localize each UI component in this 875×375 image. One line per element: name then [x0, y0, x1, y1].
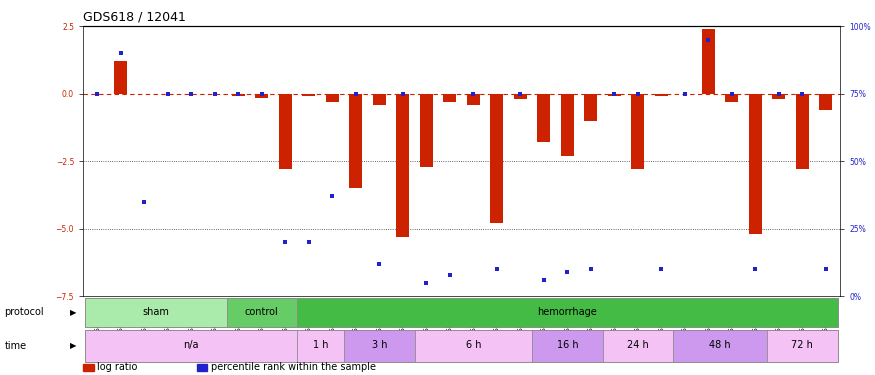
Bar [749, 94, 762, 234]
Bar [86, 298, 227, 327]
Point [678, 91, 692, 97]
Point [795, 91, 809, 97]
Point [584, 266, 598, 272]
Point [349, 91, 363, 97]
Bar [673, 330, 767, 362]
Point [466, 91, 480, 97]
Point [302, 239, 316, 245]
Bar [608, 94, 620, 96]
Bar [326, 94, 339, 102]
Point [654, 266, 668, 272]
Text: GDS618 / 12041: GDS618 / 12041 [83, 11, 186, 24]
Text: time: time [4, 341, 26, 351]
Bar [702, 29, 715, 94]
Bar [232, 94, 245, 96]
Bar [490, 94, 503, 224]
Point [207, 91, 221, 97]
Text: percentile rank within the sample: percentile rank within the sample [211, 362, 376, 372]
Point [631, 91, 645, 97]
Bar [819, 94, 832, 110]
Bar [467, 94, 480, 105]
Bar [303, 94, 315, 96]
Bar [279, 94, 291, 170]
Text: sham: sham [143, 306, 170, 316]
Point [278, 239, 292, 245]
Text: ▶: ▶ [70, 341, 76, 350]
Bar [654, 94, 668, 96]
Text: 1 h: 1 h [312, 340, 328, 350]
Text: n/a: n/a [184, 340, 199, 350]
Bar [415, 330, 532, 362]
Point [724, 91, 738, 97]
Text: hemorrhage: hemorrhage [537, 306, 598, 316]
Text: 24 h: 24 h [627, 340, 648, 350]
Text: 6 h: 6 h [466, 340, 481, 350]
Point [396, 91, 410, 97]
Point [490, 266, 504, 272]
Bar [344, 330, 415, 362]
Bar [297, 330, 344, 362]
Point [114, 50, 128, 56]
Bar [532, 330, 603, 362]
Bar [584, 94, 598, 121]
Point [514, 91, 528, 97]
Bar [796, 94, 808, 170]
Bar [115, 62, 127, 94]
Bar [514, 94, 527, 99]
Bar [444, 94, 456, 102]
Point [537, 277, 551, 283]
Point [90, 91, 104, 97]
Bar [255, 94, 269, 98]
Bar [297, 298, 837, 327]
Bar [396, 94, 410, 237]
Point [819, 266, 833, 272]
Point [702, 37, 716, 43]
Text: log ratio: log ratio [97, 362, 137, 372]
Bar [603, 330, 673, 362]
Point [161, 91, 175, 97]
Point [372, 261, 386, 267]
Bar [420, 94, 433, 166]
Bar [767, 330, 837, 362]
Point [231, 91, 245, 97]
Text: 48 h: 48 h [710, 340, 731, 350]
Point [419, 280, 433, 286]
Bar [349, 94, 362, 188]
Point [772, 91, 786, 97]
Text: 3 h: 3 h [372, 340, 387, 350]
Bar [725, 94, 738, 102]
Text: control: control [245, 306, 278, 316]
Bar [561, 94, 574, 156]
Text: protocol: protocol [4, 307, 44, 317]
Point [185, 91, 199, 97]
Text: ▶: ▶ [70, 308, 76, 316]
Point [443, 272, 457, 278]
Bar [86, 330, 297, 362]
Bar [373, 94, 386, 105]
Bar [537, 94, 550, 142]
Text: 72 h: 72 h [792, 340, 814, 350]
Point [255, 91, 269, 97]
Text: 16 h: 16 h [556, 340, 578, 350]
Bar [227, 298, 297, 327]
Point [748, 266, 762, 272]
Point [560, 269, 574, 275]
Point [326, 194, 340, 200]
Bar [632, 94, 644, 170]
Point [607, 91, 621, 97]
Bar [773, 94, 786, 99]
Point [137, 199, 151, 205]
